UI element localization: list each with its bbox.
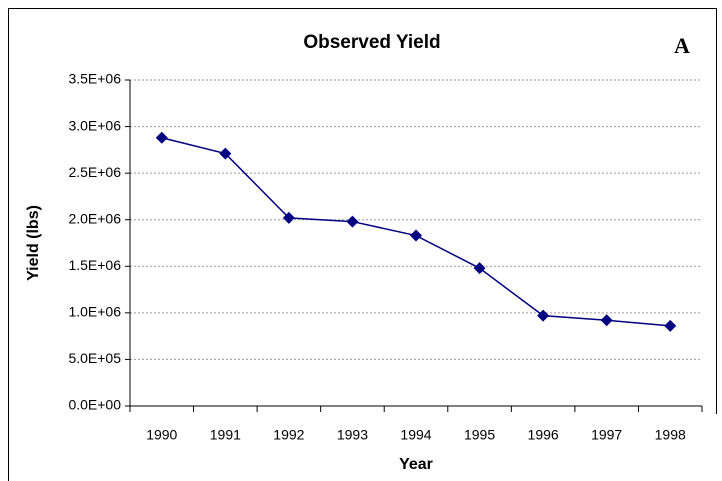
data-point <box>346 215 359 228</box>
data-point <box>410 229 422 242</box>
x-tick-label: 1997 <box>591 427 622 443</box>
x-tick-label: 1994 <box>400 427 431 443</box>
x-tick-label: 1998 <box>655 427 686 443</box>
x-tick-label: 1996 <box>528 427 559 443</box>
y-tick-label: 2.5E+06 <box>68 164 121 180</box>
y-tick-label: 5.0E+05 <box>68 350 121 366</box>
chart-frame <box>8 8 717 481</box>
data-point <box>600 314 613 327</box>
x-tick-label: 1991 <box>210 427 241 443</box>
x-tick-label: 1992 <box>273 427 304 443</box>
y-tick-label: 0.0E+00 <box>68 397 121 413</box>
x-tick-label: 1990 <box>146 427 177 443</box>
y-tick-label: 1.5E+06 <box>68 257 121 273</box>
data-point <box>282 211 295 224</box>
data-point <box>473 262 486 275</box>
x-axis-title: Year <box>399 456 433 473</box>
chart-title: Observed Yield <box>303 32 440 53</box>
y-axis-title: Yield (lbs) <box>25 205 42 281</box>
data-point <box>155 131 168 144</box>
data-point <box>664 319 677 332</box>
data-point <box>219 147 232 160</box>
annotation: A <box>674 33 690 58</box>
y-tick-label: 2.0E+06 <box>68 210 121 226</box>
y-tick-label: 3.0E+06 <box>68 117 121 133</box>
y-tick-label: 3.5E+06 <box>68 71 121 87</box>
x-tick-label: 1993 <box>337 427 368 443</box>
y-tick-label: 1.0E+06 <box>68 304 121 320</box>
data-point <box>537 309 550 322</box>
x-tick-label: 1995 <box>464 427 495 443</box>
